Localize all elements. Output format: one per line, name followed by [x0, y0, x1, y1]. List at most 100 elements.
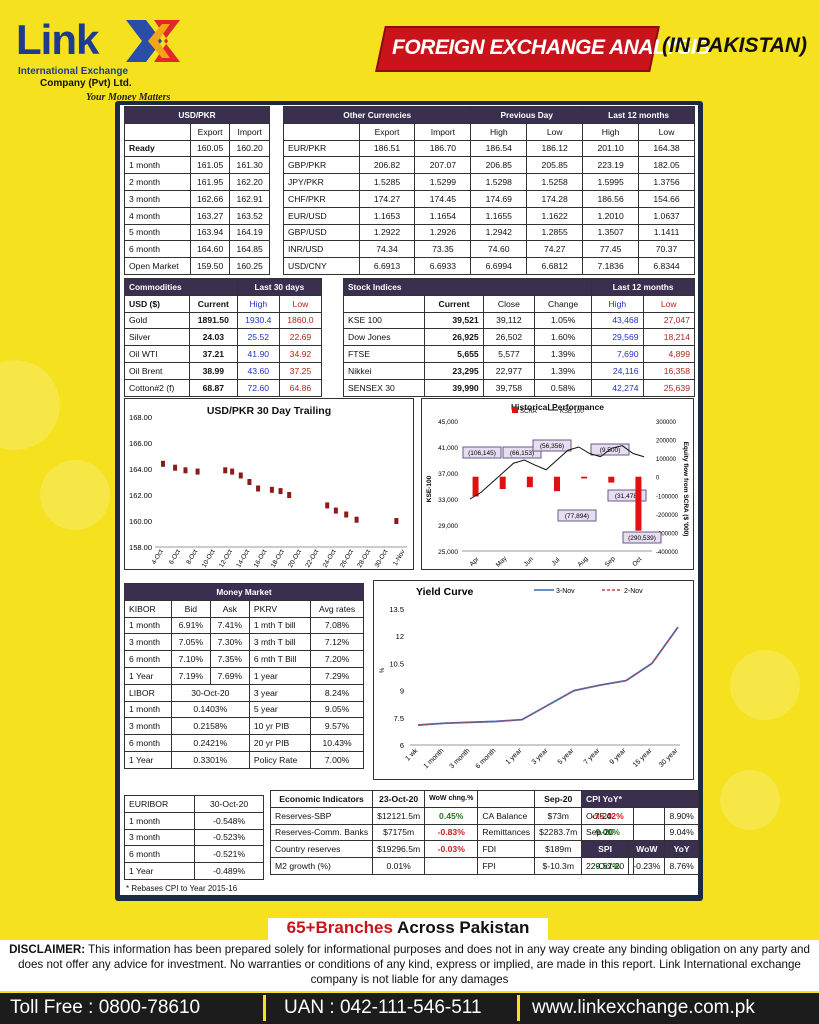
col-header: Import — [414, 122, 472, 141]
table-row: GBP/USD 1.2922 1.2926 1.2942 1.2855 1.3507 1.1… — [283, 223, 695, 242]
table-row: 1 month 161.05 161.30 — [124, 156, 270, 175]
table-cell: 174.28 — [526, 189, 584, 208]
historical-performance-chart: Historical Performance SCRA KSE 100 25,000… — [421, 398, 694, 570]
data-label: (31,478) — [615, 493, 639, 500]
table-row: EUR/PKR 186.51 186.70 186.54 186.12 201.10 164… — [283, 139, 695, 158]
table-cell: Policy Rate — [248, 750, 312, 769]
disclaimer: DISCLAIMER: This information has been pr… — [0, 940, 819, 991]
table-cell: 6 mth T Bill — [248, 650, 312, 668]
table-cell: 1.39% — [534, 361, 593, 380]
data-point — [394, 518, 399, 524]
table-cell: 20 yr PIB — [248, 734, 312, 752]
website-link[interactable]: www.linkexchange.com.pk — [532, 997, 755, 1018]
table-cell: 68.87 — [188, 378, 238, 397]
table-row: 6 month 7.10% 7.35% 6 mth T Bill 7.20% — [124, 650, 364, 668]
table-row: CPI YoY* — [581, 790, 699, 808]
x-tick-label: 28-Oct — [356, 548, 372, 569]
table-cell: 22,977 — [482, 361, 536, 380]
table-cell: 24.03 — [188, 328, 238, 347]
table-cell: 7.69% — [209, 666, 250, 685]
table-cell: 161.95 — [189, 173, 231, 191]
table-cell: 30-Oct-20 — [170, 683, 250, 702]
y2-tick-label: 0 — [656, 476, 660, 482]
table-row: KSE 100 39,521 39,112 1.05% 43,468 27,047 — [342, 311, 696, 330]
table-row: Dow Jones 26,925 26,502 1.60% 29,569 18,214 — [342, 328, 696, 347]
y-tick-label: 168.00 — [129, 413, 152, 422]
table-cell: 0.58% — [534, 378, 593, 397]
table-cell: 7.41% — [209, 616, 250, 635]
table-cell: 1.5995 — [582, 173, 640, 191]
table-cell: 1.5258 — [526, 173, 584, 191]
table-cell: Remittances — [477, 823, 536, 842]
table-row: INR/USD 74.34 73.35 74.60 74.27 77.45 70.37 — [283, 240, 695, 259]
table-row: LIBOR 30-Oct-20 3 year 8.24% — [124, 683, 364, 702]
table-cell: 10 yr PIB — [248, 717, 312, 736]
table-cell: 7.19% — [170, 666, 211, 685]
x-tick-label: Oct — [631, 556, 643, 568]
commodities-table: Commodities Last 30 days USD ($) Current Hi… — [124, 278, 323, 397]
logo-tagline: Your Money Matters — [86, 92, 171, 103]
cpi-title: CPI YoY* — [581, 790, 699, 808]
table-cell: 29,569 — [591, 328, 644, 347]
divider — [517, 995, 520, 1021]
x-tick-label: 3 year — [531, 747, 550, 766]
table-cell: 22.69 — [278, 328, 323, 347]
table-cell: 26,502 — [482, 328, 536, 347]
bg-coin — [0, 360, 60, 450]
kse100-line — [469, 445, 645, 500]
y-tick-label: 13.5 — [389, 605, 404, 614]
table-cell: 9.05% — [310, 700, 364, 719]
table-cell: 0.3301% — [170, 750, 250, 769]
row-label: EUR/USD — [283, 206, 360, 225]
row-label: 6 month — [124, 734, 172, 752]
company-logo: Link International Exchange Company (Pvt… — [12, 12, 202, 107]
row-label: GBP/USD — [283, 223, 360, 242]
table-row: JPY/PKR 1.5285 1.5299 1.5298 1.5258 1.5995 1.3… — [283, 173, 695, 191]
table-cell: 38.99 — [188, 361, 238, 380]
cpi-table: CPI YoY* Oct-20 8.90% Sep-20 9.04% SPI WoW YoY 2… — [580, 790, 699, 875]
table-cell: 39,990 — [424, 378, 484, 397]
y-tick-label: 10.5 — [389, 659, 404, 668]
data-point — [173, 464, 178, 471]
banner-region: (IN PAKISTAN) — [662, 34, 808, 57]
table-cell: 25.52 — [236, 328, 280, 347]
x-tick-label: 6-Oct — [168, 548, 182, 565]
row-label: 2 month — [124, 173, 191, 191]
disclaimer-text: This information has been prepared solel… — [18, 943, 810, 986]
table-cell: Ask — [209, 599, 250, 618]
row-label: LIBOR — [124, 683, 172, 702]
table-cell: 6.91% — [170, 616, 211, 635]
table-cell: 0.1403% — [170, 700, 250, 719]
uan-link[interactable]: UAN : 042-111-546-511 — [284, 997, 482, 1018]
table-cell: 164.85 — [229, 240, 270, 259]
table-cell: 182.05 — [638, 156, 695, 175]
table-cell: 7.35% — [209, 650, 250, 668]
legend-label: KSE 100 — [560, 409, 584, 415]
col-header: Current — [424, 294, 484, 313]
table-row: 1 Year -0.489% — [123, 862, 264, 880]
table-row: 1 month -0.548% — [123, 811, 264, 830]
y2-tick-label: -400000 — [656, 550, 679, 556]
data-label-box — [607, 489, 647, 502]
table-cell: 1.1654 — [414, 206, 472, 225]
table-cell: 24,116 — [591, 361, 644, 380]
table-cell: 37.21 — [188, 345, 238, 363]
x-tick-label: 5 year — [557, 747, 576, 766]
col-header: USD ($) — [124, 294, 190, 313]
table-row: M2 growth (%) 0.01% FPI $-10.3m 9.57% — [269, 857, 635, 875]
x-tick-label: Apr — [468, 555, 481, 568]
data-label-box — [622, 531, 662, 544]
scra-bar — [608, 476, 615, 483]
tollfree-link[interactable]: Toll Free : 0800-78610 — [10, 997, 201, 1018]
table-cell: FPI — [477, 857, 536, 875]
row-label: CHF/PKR — [283, 189, 360, 208]
table-cell: 64.86 — [278, 378, 323, 397]
table-cell: 206.85 — [470, 156, 528, 175]
table-cell: 162.91 — [229, 189, 270, 208]
y2-tick-label: 200000 — [656, 439, 677, 445]
series-line — [417, 626, 679, 726]
table-cell: 174.69 — [470, 189, 528, 208]
row-label: 1 month — [124, 700, 172, 719]
y2-axis-label: Equity flow from SCRA ($ '000) — [682, 442, 689, 537]
col-header: Current — [188, 294, 238, 313]
